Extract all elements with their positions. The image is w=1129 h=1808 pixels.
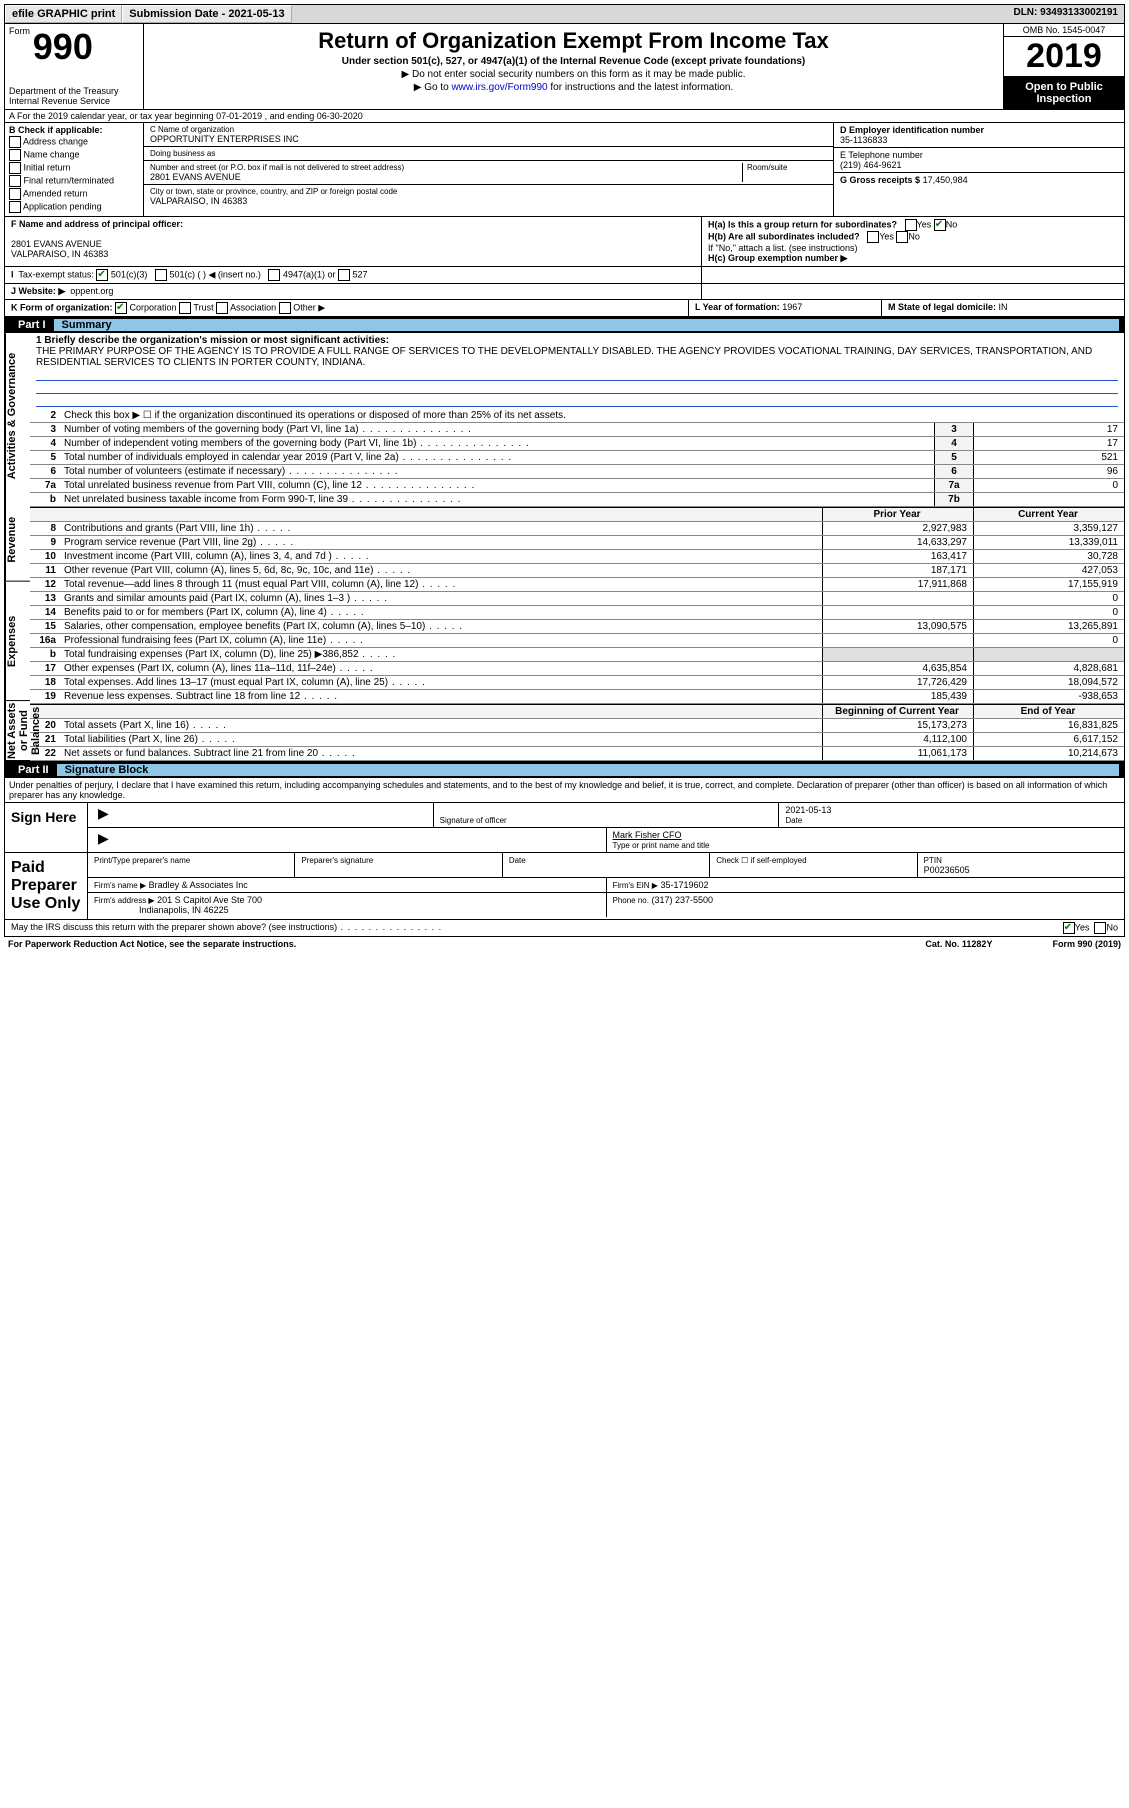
- org-city: VALPARAISO, IN 46383: [150, 196, 827, 206]
- box-c: C Name of organization OPPORTUNITY ENTER…: [144, 123, 834, 216]
- submission-date-button[interactable]: Submission Date - 2021-05-13: [122, 5, 291, 23]
- form-header: Form 990 Department of the Treasury Inte…: [4, 24, 1125, 110]
- org-address: 2801 EVANS AVENUE: [150, 172, 742, 182]
- box-deg: D Employer identification number 35-1136…: [834, 123, 1124, 216]
- row-j: J Website: ▶ oppent.org: [4, 284, 1125, 300]
- dln-label: DLN: 93493133002191: [1007, 5, 1124, 23]
- vtab-activities: Activities & Governance: [5, 333, 30, 498]
- part2-header: Part II Signature Block: [4, 762, 1125, 778]
- form-label: Form: [9, 26, 30, 36]
- efile-button[interactable]: efile GRAPHIC print: [5, 5, 122, 23]
- row-klm: K Form of organization: Corporation Trus…: [4, 300, 1125, 317]
- vtab-revenue: Revenue: [5, 498, 30, 582]
- telephone: (219) 464-9621: [840, 160, 902, 170]
- part1-body: Activities & Governance Revenue Expenses…: [4, 333, 1125, 762]
- top-bar: efile GRAPHIC print Submission Date - 20…: [4, 4, 1125, 24]
- block-bcd: B Check if applicable: Address change Na…: [4, 123, 1125, 217]
- revenue-table: Prior YearCurrent Year 8Contributions an…: [30, 507, 1124, 592]
- ein: 35-1136833: [840, 135, 887, 145]
- box-b: B Check if applicable: Address change Na…: [5, 123, 144, 216]
- row-ij: I Tax-exempt status: 501(c)(3) 501(c) ( …: [4, 267, 1125, 284]
- form-number: 990: [33, 26, 93, 67]
- hint-link: ▶ Go to www.irs.gov/Form990 for instruct…: [150, 82, 997, 93]
- website: oppent.org: [70, 286, 113, 296]
- hint-ssn: ▶ Do not enter social security numbers o…: [150, 69, 997, 80]
- org-name: OPPORTUNITY ENTERPRISES INC: [150, 134, 827, 144]
- row-fh: F Name and address of principal officer:…: [4, 217, 1125, 267]
- expenses-table: 13Grants and similar amounts paid (Part …: [30, 592, 1124, 704]
- gross-receipts: 17,450,984: [923, 175, 968, 185]
- irs-link[interactable]: www.irs.gov/Form990: [451, 82, 547, 93]
- open-inspection: Open to Public Inspection: [1004, 77, 1124, 109]
- mission-text: THE PRIMARY PURPOSE OF THE AGENCY IS TO …: [36, 346, 1092, 368]
- line-a: A For the 2019 calendar year, or tax yea…: [4, 110, 1125, 123]
- tax-year: 2019: [1004, 37, 1124, 77]
- omb-number: OMB No. 1545-0047: [1004, 24, 1124, 37]
- vtab-netassets: Net Assets or Fund Balances: [5, 701, 30, 761]
- form-subtitle: Under section 501(c), 527, or 4947(a)(1)…: [150, 56, 997, 67]
- signature-block: Under penalties of perjury, I declare th…: [4, 778, 1125, 937]
- footer: For Paperwork Reduction Act Notice, see …: [4, 937, 1125, 951]
- netassets-table: Beginning of Current YearEnd of Year 20T…: [30, 704, 1124, 761]
- form-title: Return of Organization Exempt From Incom…: [150, 28, 997, 54]
- dept-label: Department of the Treasury Internal Reve…: [9, 86, 139, 106]
- part1-header: Part I Summary: [4, 317, 1125, 333]
- governance-table: 2Check this box ▶ ☐ if the organization …: [30, 409, 1124, 507]
- vtab-expenses: Expenses: [5, 582, 30, 701]
